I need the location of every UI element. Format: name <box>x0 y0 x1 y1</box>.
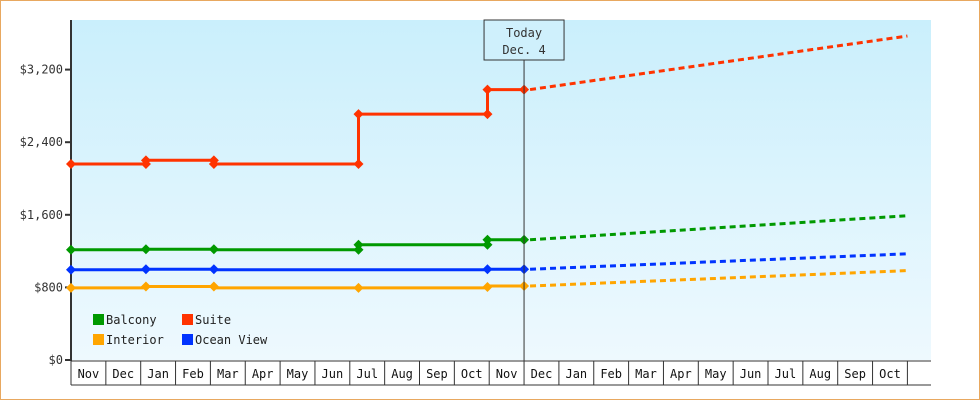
series-interior <box>66 269 908 293</box>
x-month-label: Apr <box>670 367 692 381</box>
x-month-label: Jan <box>147 367 169 381</box>
x-month-label: Mar <box>635 367 657 381</box>
data-point-marker[interactable] <box>482 234 493 245</box>
data-point-marker[interactable] <box>140 281 151 292</box>
x-month-label: Nov <box>496 367 518 381</box>
x-month-label: Jun <box>322 367 344 381</box>
legend-label: Balcony <box>106 313 157 327</box>
legend-swatch <box>182 314 193 325</box>
x-month-label: Jun <box>740 367 762 381</box>
y-tick-label: $800 <box>34 280 63 294</box>
legend-swatch <box>182 334 193 345</box>
data-point-marker[interactable] <box>66 158 76 169</box>
y-tick-label: $3,200 <box>20 63 63 77</box>
x-axis: Nov Dec Jan Feb Mar Apr May Jun Jul Aug Sep Oct Nov D… <box>70 360 931 386</box>
x-month-label: Apr <box>252 367 274 381</box>
data-point-marker[interactable] <box>208 244 219 255</box>
series-balcony <box>66 214 908 255</box>
series-ocean-view <box>66 252 908 275</box>
x-month-label: May <box>287 367 309 381</box>
legend-swatch <box>93 334 104 345</box>
data-point-marker[interactable] <box>66 282 76 293</box>
x-month-label: Feb <box>182 367 204 381</box>
x-month-label: Oct <box>461 367 483 381</box>
legend-label: Suite <box>195 313 231 327</box>
data-point-marker[interactable] <box>66 244 76 255</box>
x-month-label: Feb <box>600 367 622 381</box>
data-point-marker[interactable] <box>353 282 364 293</box>
legend-label: Ocean View <box>195 333 268 347</box>
legend-item-interior[interactable]: Interior <box>93 333 164 347</box>
data-point-marker[interactable] <box>353 158 364 169</box>
today-label: Today <box>506 26 542 40</box>
data-point-marker[interactable] <box>353 239 364 250</box>
legend-swatch <box>93 314 104 325</box>
x-month-label: Dec <box>531 367 553 381</box>
legend-item-suite[interactable]: Suite <box>182 313 231 327</box>
y-tick-label: $0 <box>49 353 63 367</box>
x-month-label: Oct <box>879 367 901 381</box>
x-month-label: May <box>705 367 727 381</box>
today-date: Dec. 4 <box>502 43 545 57</box>
data-point-marker[interactable] <box>353 109 364 120</box>
data-point-marker[interactable] <box>140 264 151 275</box>
data-point-marker[interactable] <box>482 84 493 95</box>
data-point-marker[interactable] <box>140 155 151 166</box>
series-layer <box>66 34 908 293</box>
data-point-marker[interactable] <box>208 264 219 275</box>
x-month-label: Jul <box>356 367 378 381</box>
legend-item-ocean-view[interactable]: Ocean View <box>182 333 268 347</box>
legend: Balcony Suite Interior Ocean View <box>93 313 268 347</box>
data-point-marker[interactable] <box>482 109 493 120</box>
today-marker: Today Dec. 4 <box>483 19 565 361</box>
y-axis: $0 $800 $1,600 $2,400 $3,200 <box>20 20 72 367</box>
data-point-marker[interactable] <box>66 264 76 275</box>
x-month-label: Jul <box>775 367 797 381</box>
x-month-label: Sep <box>844 367 866 381</box>
x-month-label: Aug <box>391 367 413 381</box>
data-point-marker[interactable] <box>208 281 219 292</box>
legend-label: Interior <box>106 333 164 347</box>
plot-area <box>71 20 931 360</box>
legend-item-balcony[interactable]: Balcony <box>93 313 157 327</box>
series-suite <box>66 34 908 169</box>
x-month-label: Dec <box>112 367 134 381</box>
data-point-marker[interactable] <box>482 281 493 292</box>
y-tick-label: $2,400 <box>20 135 63 149</box>
data-point-marker[interactable] <box>140 244 151 255</box>
x-month-label: Sep <box>426 367 448 381</box>
x-month-label: Aug <box>809 367 831 381</box>
x-month-label: Nov <box>78 367 100 381</box>
x-month-label: Jan <box>565 367 587 381</box>
data-point-marker[interactable] <box>482 264 493 275</box>
data-point-marker[interactable] <box>208 158 219 169</box>
y-tick-label: $1,600 <box>20 208 63 222</box>
x-month-label: Mar <box>217 367 239 381</box>
